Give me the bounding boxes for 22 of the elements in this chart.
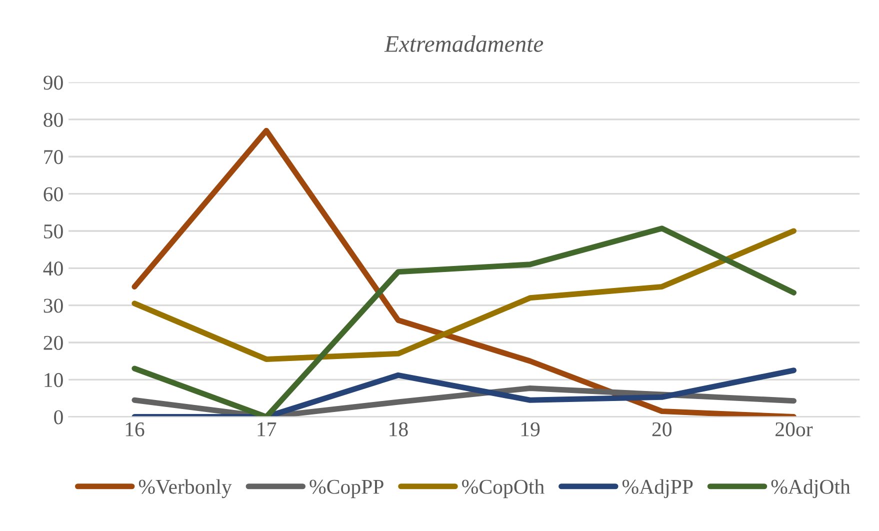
y-tick-label: 50 <box>44 224 63 238</box>
x-tick-label: 16 <box>126 422 144 436</box>
y-tick-label: 70 <box>44 150 63 164</box>
legend-label: %AdjOth <box>771 479 850 498</box>
y-tick-label: 60 <box>44 187 63 202</box>
legend-label: %CopOth <box>462 479 544 498</box>
legend-label: %CopPP <box>310 480 384 498</box>
legend-label: %Verbonly <box>138 479 232 498</box>
x-tick-label: 18 <box>390 422 408 436</box>
y-tick-label: 0 <box>54 410 63 424</box>
x-tick-label: 20or <box>776 422 813 436</box>
y-tick-label: 10 <box>44 373 63 388</box>
x-tick-label: 20 <box>652 422 672 436</box>
x-tick-label: 17 <box>258 422 276 436</box>
y-tick-label: 30 <box>44 298 63 313</box>
y-tick-label: 80 <box>44 112 63 127</box>
y-tick-label: 20 <box>44 336 63 350</box>
chart-title: Extremadamente <box>384 35 544 52</box>
y-tick-label: 90 <box>44 76 63 90</box>
y-tick-label: 40 <box>43 262 63 276</box>
legend-label: %AdjPP <box>622 479 693 498</box>
x-tick-label: 19 <box>521 422 540 436</box>
